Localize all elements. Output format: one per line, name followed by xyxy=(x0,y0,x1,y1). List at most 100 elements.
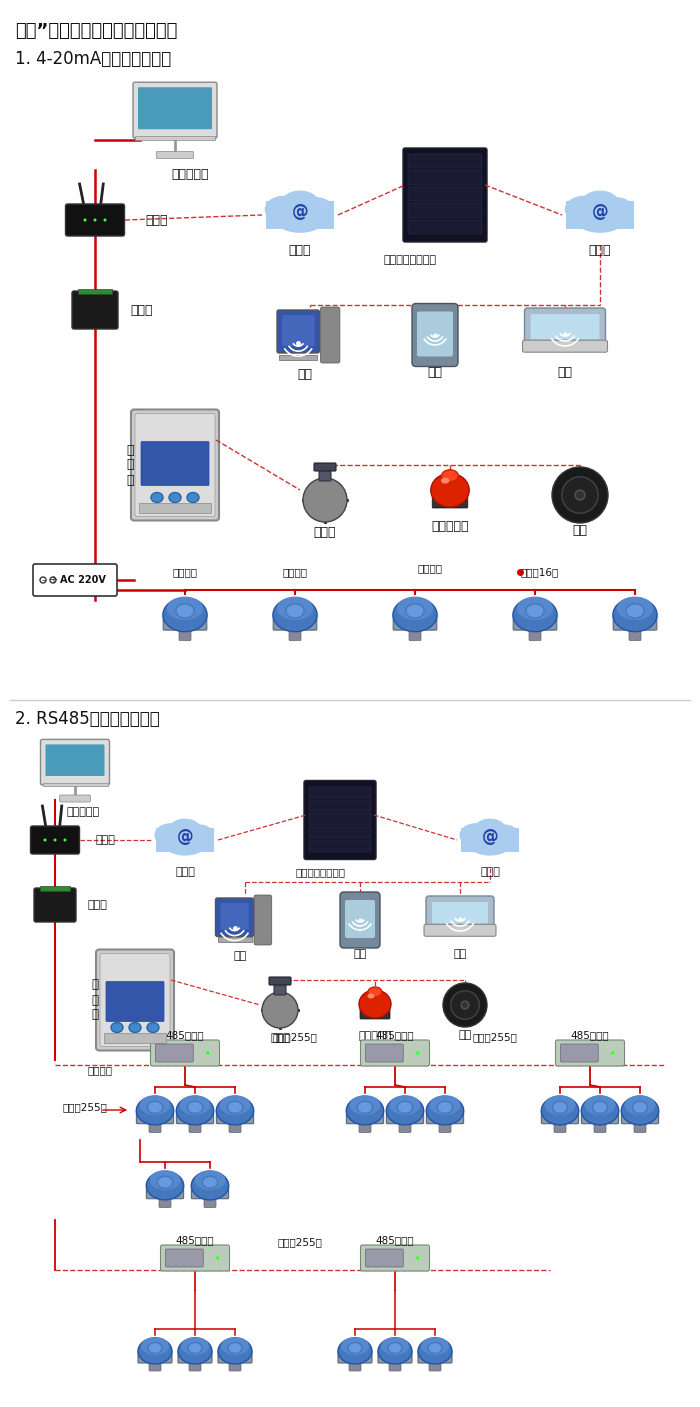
Ellipse shape xyxy=(624,1095,655,1114)
Ellipse shape xyxy=(461,1002,469,1009)
FancyBboxPatch shape xyxy=(100,954,170,1047)
Ellipse shape xyxy=(218,1338,252,1363)
FancyBboxPatch shape xyxy=(417,311,453,356)
Ellipse shape xyxy=(584,1095,615,1114)
Ellipse shape xyxy=(357,1102,372,1113)
Text: 终端: 终端 xyxy=(454,948,467,960)
Ellipse shape xyxy=(617,597,653,620)
Ellipse shape xyxy=(466,825,514,855)
FancyBboxPatch shape xyxy=(266,201,334,229)
FancyBboxPatch shape xyxy=(554,1121,566,1133)
Ellipse shape xyxy=(180,1095,211,1114)
Text: 安帕尔网络服务器: 安帕尔网络服务器 xyxy=(384,255,437,265)
FancyBboxPatch shape xyxy=(429,1361,441,1370)
FancyBboxPatch shape xyxy=(269,976,291,985)
Ellipse shape xyxy=(459,823,492,847)
Text: 通
讯
线: 通 讯 线 xyxy=(92,978,99,1021)
Ellipse shape xyxy=(191,1171,229,1200)
Ellipse shape xyxy=(64,839,66,841)
FancyBboxPatch shape xyxy=(229,1121,241,1133)
Ellipse shape xyxy=(188,1342,202,1354)
Ellipse shape xyxy=(341,1337,369,1355)
Text: 电脑: 电脑 xyxy=(233,951,246,961)
FancyBboxPatch shape xyxy=(432,494,468,508)
FancyBboxPatch shape xyxy=(439,1121,451,1133)
FancyBboxPatch shape xyxy=(314,463,336,471)
FancyBboxPatch shape xyxy=(309,840,371,851)
FancyBboxPatch shape xyxy=(138,87,212,129)
Ellipse shape xyxy=(381,1337,409,1355)
FancyBboxPatch shape xyxy=(33,564,117,597)
Ellipse shape xyxy=(368,986,382,998)
FancyBboxPatch shape xyxy=(378,1351,412,1363)
Ellipse shape xyxy=(368,993,374,999)
FancyBboxPatch shape xyxy=(191,1186,229,1199)
Ellipse shape xyxy=(552,1102,568,1113)
Text: 信号输出: 信号输出 xyxy=(283,567,307,577)
Text: AC 220V: AC 220V xyxy=(60,575,106,585)
FancyBboxPatch shape xyxy=(135,414,215,516)
Ellipse shape xyxy=(216,1096,253,1126)
Ellipse shape xyxy=(443,983,487,1027)
Ellipse shape xyxy=(228,1342,242,1354)
FancyBboxPatch shape xyxy=(426,1110,463,1124)
FancyBboxPatch shape xyxy=(289,628,301,640)
Text: 手机: 手机 xyxy=(428,366,442,380)
Ellipse shape xyxy=(139,1095,170,1114)
Ellipse shape xyxy=(565,196,602,224)
Ellipse shape xyxy=(626,604,644,618)
FancyBboxPatch shape xyxy=(522,340,608,352)
Ellipse shape xyxy=(136,1096,174,1126)
FancyBboxPatch shape xyxy=(634,1121,646,1133)
Text: 手机: 手机 xyxy=(354,948,367,960)
FancyBboxPatch shape xyxy=(176,1110,214,1124)
FancyBboxPatch shape xyxy=(159,1197,171,1207)
Ellipse shape xyxy=(50,577,56,582)
FancyBboxPatch shape xyxy=(254,895,272,946)
Ellipse shape xyxy=(622,1096,659,1126)
Text: 信号输出: 信号输出 xyxy=(417,563,442,573)
Ellipse shape xyxy=(221,1337,249,1355)
Text: -: - xyxy=(41,575,45,585)
Ellipse shape xyxy=(151,492,163,502)
Ellipse shape xyxy=(150,1171,181,1190)
Text: 通
讯
线: 通 讯 线 xyxy=(126,443,134,487)
Ellipse shape xyxy=(562,477,598,514)
FancyBboxPatch shape xyxy=(96,950,174,1051)
FancyBboxPatch shape xyxy=(179,628,191,640)
FancyBboxPatch shape xyxy=(365,1249,403,1266)
FancyBboxPatch shape xyxy=(34,888,76,922)
Ellipse shape xyxy=(148,1342,162,1354)
Text: 可连接255台: 可连接255台 xyxy=(62,1102,107,1112)
Text: 声光报警器: 声光报警器 xyxy=(431,521,469,533)
Ellipse shape xyxy=(600,197,634,222)
Text: 电脑: 电脑 xyxy=(298,369,312,381)
FancyBboxPatch shape xyxy=(418,1351,452,1363)
Ellipse shape xyxy=(416,1051,420,1055)
Ellipse shape xyxy=(129,1023,141,1033)
FancyBboxPatch shape xyxy=(146,1186,183,1199)
Ellipse shape xyxy=(388,1342,402,1354)
Text: 可连接255台: 可连接255台 xyxy=(473,1031,517,1043)
FancyBboxPatch shape xyxy=(389,1361,401,1370)
Ellipse shape xyxy=(195,1171,225,1190)
FancyBboxPatch shape xyxy=(403,148,487,242)
Ellipse shape xyxy=(430,1095,461,1114)
Ellipse shape xyxy=(138,1338,172,1363)
Ellipse shape xyxy=(176,604,194,618)
Ellipse shape xyxy=(276,597,313,620)
Ellipse shape xyxy=(167,597,203,620)
FancyBboxPatch shape xyxy=(149,1121,161,1133)
Ellipse shape xyxy=(94,218,97,221)
FancyBboxPatch shape xyxy=(393,615,437,630)
FancyBboxPatch shape xyxy=(408,219,482,234)
Text: 单机版电脑: 单机版电脑 xyxy=(66,808,99,817)
FancyBboxPatch shape xyxy=(360,1040,430,1067)
FancyBboxPatch shape xyxy=(133,82,217,138)
FancyBboxPatch shape xyxy=(345,900,375,938)
Text: 485中继器: 485中继器 xyxy=(376,1030,414,1040)
FancyBboxPatch shape xyxy=(365,1044,403,1062)
Text: 路由器: 路由器 xyxy=(95,834,115,846)
Ellipse shape xyxy=(206,1051,210,1055)
Ellipse shape xyxy=(202,1176,218,1189)
